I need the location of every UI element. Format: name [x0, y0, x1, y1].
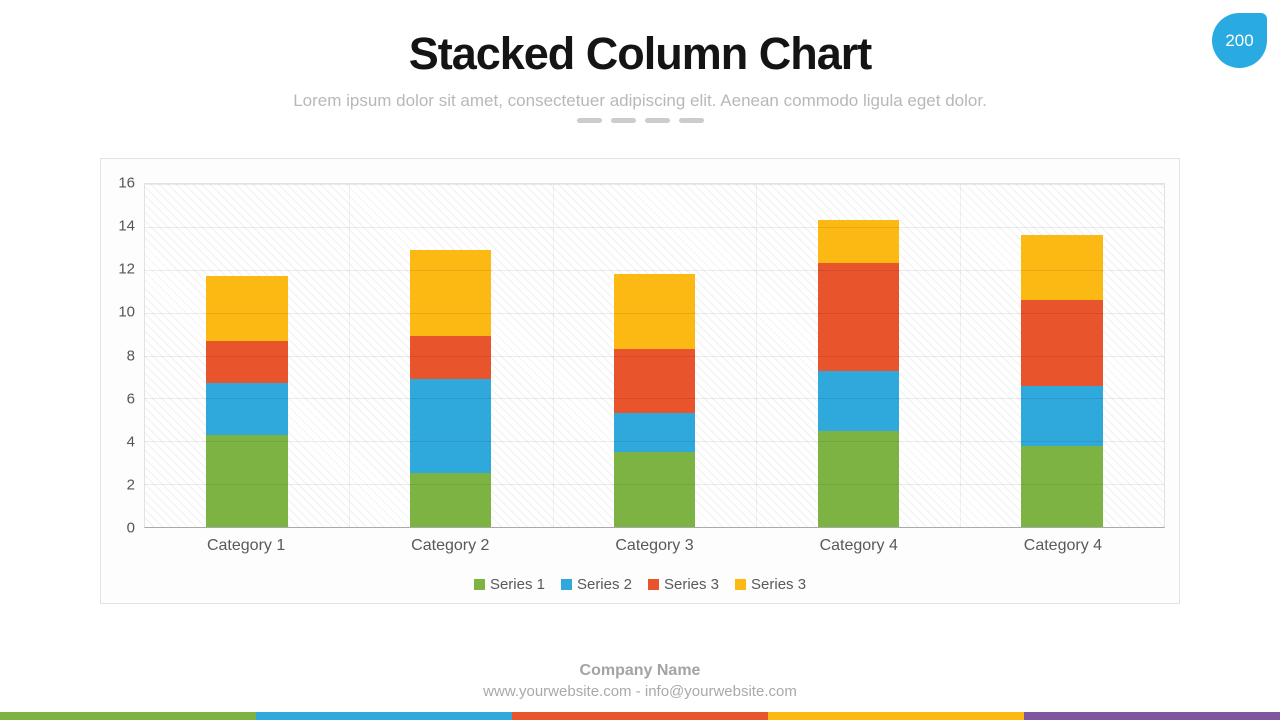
x-axis-category-label: Category 4: [819, 537, 898, 554]
gridline: [145, 355, 1164, 357]
bar-segment: [1021, 385, 1103, 446]
legend-item: Series 1: [473, 576, 545, 593]
bar-segment: [817, 263, 900, 371]
gridline: [145, 312, 1164, 314]
company-name: Company Name: [579, 662, 701, 679]
y-axis-tick-label: 10: [118, 303, 135, 321]
bar-segment: [817, 430, 900, 527]
bar-segment: [409, 250, 492, 337]
legend-label: Series 3: [751, 576, 807, 593]
chart-legend: Series 1 Series 2 Series 3 Series 3: [101, 576, 1179, 593]
gridline: [145, 226, 1164, 228]
plot-area: [144, 183, 1165, 528]
bar-segment: [613, 413, 696, 452]
y-axis-tick-label: 12: [118, 260, 135, 278]
y-axis: 0 2 4 6 8 10 12 14 16: [101, 175, 139, 537]
bar-column: [553, 184, 757, 527]
bottom-color-stripe: [0, 712, 1280, 720]
y-axis-tick-label: 8: [126, 347, 135, 364]
vertical-gridline: [756, 184, 758, 527]
bar-column: [145, 184, 349, 527]
bar-segment: [206, 340, 288, 384]
y-axis-tick-label: 0: [126, 519, 135, 537]
stripe-segment: [256, 712, 512, 720]
vertical-gridline: [348, 184, 350, 527]
bar-segment: [613, 451, 696, 527]
legend-swatch: [560, 579, 572, 590]
title-divider: [0, 118, 1280, 123]
bar-segment: [409, 336, 492, 380]
legend-label: Series 1: [489, 576, 545, 593]
x-axis-category-label: Category 1: [206, 537, 286, 554]
bars-row: [145, 184, 1164, 527]
page-subtitle: Lorem ipsum dolor sit amet, consectetuer…: [293, 91, 987, 110]
vertical-gridline: [960, 184, 962, 527]
x-axis-category-label: Category 4: [1023, 537, 1103, 554]
stripe-segment: [1024, 712, 1280, 720]
bar-segment: [206, 276, 288, 341]
y-axis-tick-label: 2: [126, 476, 135, 494]
bar-column: [960, 184, 1164, 527]
legend-swatch: [735, 579, 747, 590]
bar-segment: [206, 434, 288, 527]
bar-segment: [409, 379, 492, 474]
gridline: [145, 269, 1164, 271]
divider-dash: [610, 118, 636, 123]
bar-column: [756, 184, 960, 527]
legend-swatch: [473, 579, 485, 590]
x-axis-category-label: Category 2: [411, 537, 490, 554]
bar-column: [349, 184, 553, 527]
page-title: Stacked Column Chart: [408, 28, 873, 79]
bar-segment: [1021, 445, 1103, 527]
y-axis-tick-label: 16: [118, 174, 135, 192]
vertical-gridline: [552, 184, 554, 527]
stripe-segment: [0, 712, 256, 720]
gridline: [145, 484, 1164, 486]
gridline: [145, 184, 1164, 185]
gridline: [145, 398, 1164, 400]
bar-segment: [409, 473, 492, 527]
y-axis-tick-label: 6: [126, 390, 135, 408]
divider-dash: [678, 118, 704, 123]
legend-item: Series 3: [648, 576, 719, 593]
footer: Company Name www.yourwebsite.com - info@…: [0, 662, 1280, 700]
contact-line: www.yourwebsite.com - info@yourwebsite.c…: [483, 683, 797, 700]
bar-segment: [613, 274, 696, 350]
bar-segment: [1021, 299, 1103, 386]
divider-dash: [644, 118, 670, 123]
bar-segment: [613, 349, 696, 414]
page-number: 200: [1225, 30, 1254, 50]
bar-segment: [206, 383, 288, 435]
y-axis-tick-label: 4: [126, 433, 135, 451]
legend-label: Series 3: [664, 576, 720, 593]
x-axis: Category 1 Category 2 Category 3 Category 4…: [144, 537, 1165, 555]
stripe-segment: [512, 712, 768, 720]
chart-card: 0 2 4 6 8 10 12 14 16 Category 1 Category 2 Catego…: [100, 158, 1180, 604]
page-number-badge: 200: [1212, 13, 1267, 68]
legend-label: Series 2: [576, 576, 632, 593]
x-axis-category-label: Category 3: [615, 537, 694, 554]
bar-segment: [817, 370, 900, 431]
stripe-segment: [768, 712, 1024, 720]
divider-dash: [576, 118, 602, 123]
gridline: [145, 441, 1164, 443]
bar-segment: [817, 220, 900, 264]
legend-item: Series 2: [560, 576, 632, 593]
legend-item: Series 3: [735, 576, 806, 593]
bar-segment: [1021, 235, 1103, 300]
y-axis-tick-label: 14: [118, 217, 135, 235]
legend-swatch: [648, 579, 659, 590]
